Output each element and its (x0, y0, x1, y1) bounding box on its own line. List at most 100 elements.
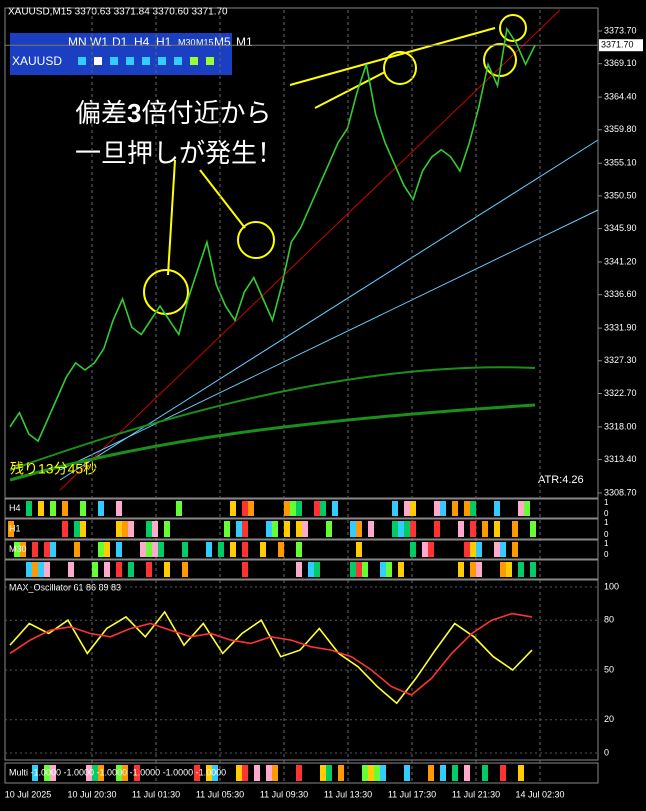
header: XAUUSD,M15 3370.63 3371.84 3370.60 3371.… (8, 7, 228, 18)
strip-cell (224, 521, 230, 537)
strip-cell (158, 542, 164, 557)
strip-cell (104, 562, 110, 577)
strip-cell (494, 542, 500, 557)
strip-cell (80, 501, 86, 516)
strip-cell (140, 542, 146, 557)
strip-cell (266, 765, 272, 781)
strip-cell (314, 562, 320, 577)
strip-cell (428, 542, 434, 557)
strip-cell (506, 562, 512, 577)
strip-cell (296, 765, 302, 781)
strip-cell (500, 542, 506, 557)
strip-cell (470, 521, 476, 537)
series-line (9, 610, 533, 705)
strip-cell (80, 521, 86, 537)
strip-frame (4, 762, 599, 784)
timeframe-button[interactable]: H1 (156, 35, 172, 49)
strip-cell (428, 765, 434, 781)
strip-cell (152, 542, 158, 557)
strip-cell (434, 501, 440, 516)
strip-cell (152, 521, 158, 537)
strip-cell (362, 562, 368, 577)
arrow (167, 159, 176, 276)
strip-cell (500, 562, 506, 577)
annotation: 一旦押しが発生！ (75, 138, 283, 168)
strip-frame (4, 518, 599, 540)
panel-tick: 1 (604, 518, 609, 527)
strip-cell (68, 562, 74, 577)
strip-cell (44, 562, 50, 577)
strip-cell (380, 765, 386, 781)
strip-cell (182, 562, 188, 577)
strip-cell (50, 501, 56, 516)
strip-cell (182, 542, 188, 557)
current-price-label: 3371.70 (601, 40, 634, 50)
strip-cell (482, 765, 488, 781)
strip-cell (512, 542, 518, 557)
strip-cell (266, 521, 272, 537)
strip-cell (410, 501, 416, 516)
strip-frame (4, 498, 599, 519)
timeframe-button[interactable]: MN (68, 35, 87, 49)
strip-cell (518, 501, 524, 516)
strip-cell (92, 562, 98, 577)
x-tick-label: 11 Jul 21:30 (452, 789, 500, 799)
strip-cell (530, 521, 536, 537)
strip-cell (356, 562, 362, 577)
timeframe-button[interactable]: M1 (236, 35, 253, 49)
strip-cell (116, 765, 122, 781)
timeframe-button[interactable]: D1 (112, 35, 128, 49)
strip-cell (26, 501, 32, 516)
timeframe-button[interactable]: W1 (90, 35, 108, 49)
strip-cell (518, 765, 524, 781)
strip-cell (134, 765, 140, 781)
arrow (199, 169, 246, 229)
timeframe-button[interactable]: M30 (178, 37, 196, 47)
timeframe-button[interactable]: M15 (196, 37, 214, 47)
timeframe-button[interactable]: M5 (214, 35, 231, 49)
panel-label: H1 (9, 523, 21, 533)
strip-cell (242, 542, 248, 557)
y-tick-label: 3308.70 (604, 487, 637, 497)
strip-cell (230, 501, 236, 516)
strip-cell (116, 501, 122, 516)
strip-cell (392, 521, 398, 537)
panel-tick: 1 (604, 539, 609, 548)
x-tick-label: 11 Jul 01:30 (132, 789, 180, 799)
strip-cell (476, 542, 482, 557)
timer: 残り13分45秒 (10, 461, 97, 477)
strip-frame (4, 559, 599, 580)
strip-cell (236, 765, 242, 781)
strip-cell (290, 501, 296, 516)
strip-cell (14, 542, 20, 557)
strip-cell (470, 501, 476, 516)
strip-cell (212, 765, 218, 781)
strip-frame (4, 539, 599, 560)
strip-cell (404, 765, 410, 781)
arrow (289, 27, 496, 86)
strip-cell (338, 765, 344, 781)
strip-cell (164, 562, 170, 577)
strip-cell (242, 562, 248, 577)
y-tick-label: 3345.90 (604, 223, 637, 233)
y-tick-label: 3350.50 (604, 190, 637, 200)
strip-cell (260, 542, 266, 557)
strip-cell (458, 521, 464, 537)
strip-cell (92, 765, 98, 781)
series-line (9, 612, 533, 696)
timeframe-button[interactable]: H4 (134, 35, 150, 49)
strip-cell (494, 501, 500, 516)
strip-cell (320, 765, 326, 781)
y-tick-label: 3359.80 (604, 124, 637, 134)
strip-cell (272, 765, 278, 781)
strip-cell (356, 521, 362, 537)
strip-cell (368, 521, 374, 537)
strip-cell (362, 765, 368, 781)
x-tick-label: 11 Jul 13:30 (324, 789, 372, 799)
strip-cell (392, 501, 398, 516)
strip-cell (470, 562, 476, 577)
y-tick-label: 3341.20 (604, 256, 637, 266)
moving-average (9, 403, 536, 482)
panel-tick: 1 (604, 498, 609, 507)
y-tick-label: 20 (604, 714, 614, 724)
